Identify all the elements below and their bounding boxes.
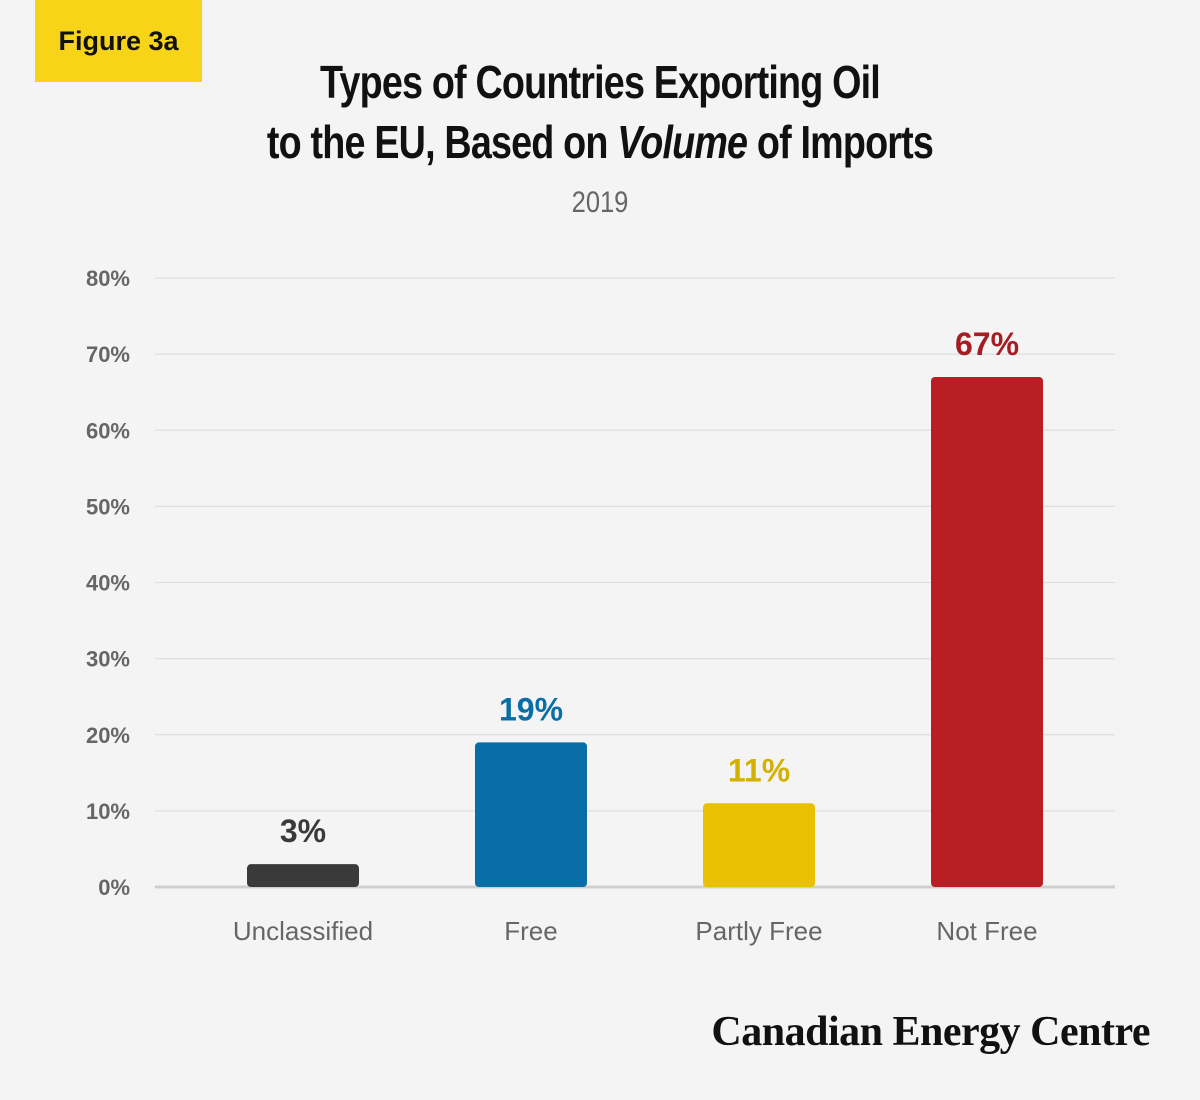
category-label: Not Free	[936, 916, 1037, 946]
y-tick-label: 0%	[98, 875, 130, 900]
title-prefix: to the EU, Based on	[266, 116, 618, 168]
y-tick-label: 50%	[86, 494, 130, 519]
chart-title-line2: to the EU, Based on Volume of Imports	[231, 112, 969, 172]
y-tick-label: 20%	[86, 723, 130, 748]
bar	[475, 742, 587, 887]
y-tick-label: 40%	[86, 571, 130, 596]
chart-subtitle: 2019	[571, 186, 629, 219]
bar	[247, 864, 359, 887]
y-tick-label: 70%	[86, 342, 130, 367]
chart-title-line1: Types of Countries Exporting Oil	[320, 56, 881, 108]
y-tick-label: 10%	[86, 799, 130, 824]
title-emphasis: Volume	[617, 116, 748, 168]
y-tick-label: 60%	[86, 418, 130, 443]
bar	[931, 376, 1043, 887]
value-label: 11%	[728, 752, 790, 788]
value-label: 67%	[955, 326, 1019, 362]
value-label: 19%	[499, 691, 563, 727]
y-tick-label: 30%	[86, 647, 130, 672]
category-label: Unclassified	[233, 916, 373, 946]
value-label: 3%	[280, 813, 326, 849]
category-label: Partly Free	[695, 916, 822, 946]
category-label: Free	[504, 916, 557, 946]
bar	[703, 803, 815, 887]
figure-badge: Figure 3a	[35, 0, 202, 82]
y-tick-label: 80%	[86, 266, 130, 291]
title-suffix: of Imports	[747, 116, 934, 168]
brand-logo: Canadian Energy Centre	[711, 1009, 1150, 1055]
